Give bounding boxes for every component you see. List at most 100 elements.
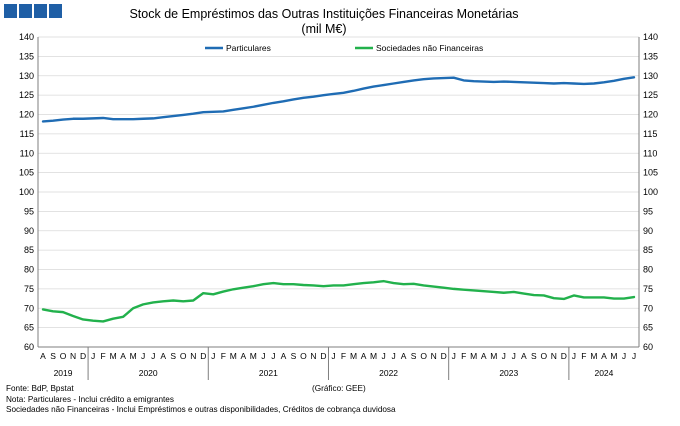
y-tick-label-right: 60: [643, 342, 653, 352]
y-tick-label-left: 130: [19, 71, 34, 81]
x-tick-label-month: J: [632, 351, 636, 361]
x-tick-label-month: F: [221, 351, 226, 361]
chart-subtitle: (mil M€): [301, 22, 346, 36]
x-tick-label-month: S: [170, 351, 176, 361]
x-tick-label-month: O: [541, 351, 548, 361]
y-tick-label-left: 90: [24, 226, 34, 236]
x-tick-label-month: M: [110, 351, 117, 361]
y-tick-label-left: 60: [24, 342, 34, 352]
x-tick-label-month: M: [130, 351, 137, 361]
x-tick-label-month: O: [420, 351, 427, 361]
y-tick-label-right: 125: [643, 90, 658, 100]
x-tick-label-month: M: [370, 351, 377, 361]
x-tick-label-month: J: [391, 351, 395, 361]
x-tick-label-month: D: [441, 351, 447, 361]
y-tick-label-right: 95: [643, 206, 653, 216]
x-tick-label-month: S: [531, 351, 537, 361]
x-tick-label-month: O: [60, 351, 67, 361]
x-tick-label-month: M: [350, 351, 357, 361]
axes: 60 60 65 65 70 70 75 75 80 80 85 85 90 90 95 95 100 100 10…: [19, 32, 658, 380]
x-tick-label-month: S: [411, 351, 417, 361]
x-tick-label-month: F: [581, 351, 586, 361]
x-tick-label-month: F: [341, 351, 346, 361]
x-tick-label-year: 2019: [54, 368, 73, 378]
x-tick-label-month: A: [521, 351, 527, 361]
x-tick-label-month: J: [91, 351, 95, 361]
note-particulares: Nota: Particulares - Inclui crédito a em…: [6, 394, 174, 404]
x-tick-label-year: 2023: [499, 368, 518, 378]
y-tick-label-left: 135: [19, 51, 34, 61]
x-tick-label-month: A: [281, 351, 287, 361]
x-tick-label-month: J: [381, 351, 385, 361]
y-tick-label-right: 80: [643, 265, 653, 275]
x-tick-label-month: M: [490, 351, 497, 361]
x-tick-label-month: J: [502, 351, 506, 361]
series-lines: [41, 76, 636, 323]
y-tick-label-right: 140: [643, 32, 658, 42]
x-tick-label-month: A: [241, 351, 247, 361]
logo-block: [34, 4, 47, 18]
legend-label: Particulares: [226, 43, 271, 53]
x-tick-label-month: A: [120, 351, 126, 361]
logo: [4, 4, 62, 18]
credit-note: (Gráfico: GEE): [312, 384, 366, 393]
x-tick-label-year: 2024: [594, 368, 613, 378]
y-tick-label-right: 65: [643, 323, 653, 333]
x-tick-label-month: J: [512, 351, 516, 361]
y-tick-label-right: 120: [643, 110, 658, 120]
x-tick-label-year: 2021: [259, 368, 278, 378]
x-tick-label-month: M: [470, 351, 477, 361]
x-tick-label-month: S: [50, 351, 56, 361]
x-tick-label-month: F: [101, 351, 106, 361]
y-tick-label-left: 120: [19, 110, 34, 120]
y-tick-label-left: 85: [24, 245, 34, 255]
y-tick-label-left: 115: [20, 129, 34, 139]
y-tick-label-left: 110: [20, 148, 34, 158]
x-tick-label-month: J: [572, 351, 576, 361]
x-tick-label-month: J: [211, 351, 215, 361]
note-sociedades: Sociedades não Financeiras - Inclui Empr…: [6, 405, 396, 414]
x-tick-label-month: O: [300, 351, 307, 361]
x-tick-label-month: D: [320, 351, 326, 361]
x-tick-label-month: S: [291, 351, 297, 361]
y-tick-label-right: 110: [643, 148, 657, 158]
x-tick-label-month: N: [431, 351, 437, 361]
y-tick-label-right: 75: [643, 284, 653, 294]
y-tick-label-left: 65: [24, 323, 34, 333]
x-tick-label-month: N: [310, 351, 316, 361]
logo-block: [49, 4, 62, 18]
x-tick-label-month: D: [561, 351, 567, 361]
legend: Particulares Sociedades não Financeiras: [205, 43, 483, 53]
logo-block: [19, 4, 32, 18]
x-tick-label-month: M: [590, 351, 597, 361]
y-tick-label-left: 80: [24, 265, 34, 275]
chart-title: Stock de Empréstimos das Outras Institui…: [129, 7, 518, 21]
x-tick-label-month: D: [200, 351, 206, 361]
y-tick-label-right: 130: [643, 71, 658, 81]
series-line-sociedades-nao-financeiras: [41, 279, 636, 323]
x-tick-label-month: J: [261, 351, 265, 361]
x-tick-label-month: M: [230, 351, 237, 361]
y-tick-label-right: 70: [643, 303, 653, 313]
x-tick-label-month: A: [40, 351, 46, 361]
y-tick-label-right: 90: [643, 226, 653, 236]
y-tick-label-right: 100: [643, 187, 658, 197]
y-tick-label-right: 105: [643, 168, 658, 178]
y-tick-label-left: 100: [19, 187, 34, 197]
x-tick-label-month: N: [190, 351, 196, 361]
x-tick-label-month: J: [331, 351, 335, 361]
x-tick-label-year: 2020: [139, 368, 158, 378]
x-tick-label-month: A: [601, 351, 607, 361]
source-row: Fonte: BdP, Bpstat (Gráfico: GEE): [6, 384, 396, 395]
y-tick-label-left: 70: [24, 303, 34, 313]
y-tick-label-left: 75: [24, 284, 34, 294]
x-tick-label-month: A: [481, 351, 487, 361]
x-tick-label-year: 2022: [379, 368, 398, 378]
y-tick-label-left: 140: [19, 32, 34, 42]
x-tick-label-month: N: [70, 351, 76, 361]
y-tick-label-left: 125: [19, 90, 34, 100]
x-tick-label-month: D: [80, 351, 86, 361]
x-tick-label-month: J: [452, 351, 456, 361]
